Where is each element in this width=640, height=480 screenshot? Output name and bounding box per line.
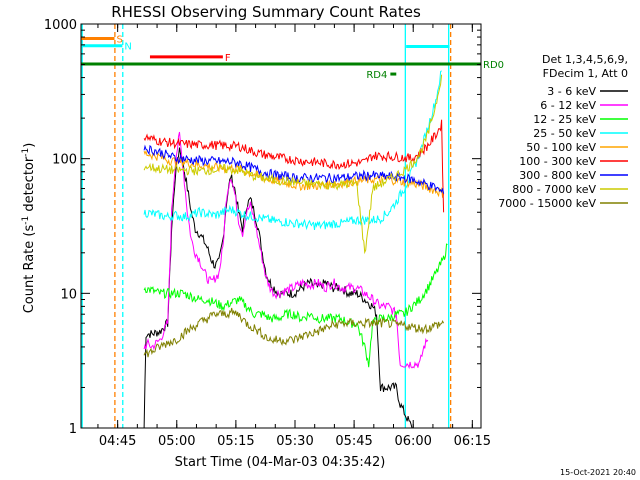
series-50-100-kev bbox=[143, 149, 445, 198]
x-tick-label-06-15: 06:15 bbox=[454, 434, 491, 449]
y-axis-label-mid: detector bbox=[22, 156, 37, 216]
y-tick-label-1: 1 bbox=[69, 422, 77, 437]
x-tick-label-05-15: 05:15 bbox=[217, 434, 254, 449]
y-axis-label: Count Rate (s-1 detector-1) bbox=[21, 143, 37, 314]
plot-frame bbox=[80, 23, 482, 429]
legend-label-3-6-kev: 3 - 6 keV bbox=[547, 85, 596, 98]
legend-label-800-7000-kev: 800 - 7000 keV bbox=[512, 183, 596, 196]
series-3-6-kev bbox=[143, 147, 413, 428]
legend-label-25-50-kev: 25 - 50 keV bbox=[533, 127, 596, 140]
x-tick-label-05-45: 05:45 bbox=[335, 434, 372, 449]
x-axis-label: Start Time (04-Mar-03 04:35:42) bbox=[175, 455, 386, 470]
series-12-25-kev bbox=[143, 243, 448, 368]
legend-label-7000-15000-kev: 7000 - 15000 keV bbox=[498, 197, 596, 210]
y-axis-label-main: Count Rate (s bbox=[22, 225, 37, 314]
series-7000-15000-kev bbox=[143, 307, 445, 358]
axes: SN F RD0 RD4 1 10 100 1000 04:45 05:00 05:15 05:30 0… bbox=[44, 18, 504, 449]
x-tick-label-04-45: 04:45 bbox=[99, 434, 136, 449]
state-label-rd4: RD4 bbox=[366, 70, 387, 81]
state-label-f: F bbox=[225, 53, 231, 64]
y-tick-label-10: 10 bbox=[60, 287, 77, 302]
state-label-s: S bbox=[116, 35, 122, 46]
x-tick-label-05-30: 05:30 bbox=[276, 434, 313, 449]
state-label-n: N bbox=[124, 42, 131, 53]
legend-label-100-300-kev: 100 - 300 keV bbox=[519, 155, 596, 168]
legend-header-line2: FDecim 1, Att 0 bbox=[543, 67, 628, 80]
state-label-rd0: RD0 bbox=[483, 60, 504, 71]
y-tick-label-100: 100 bbox=[52, 153, 77, 168]
legend-label-6-12-kev: 6 - 12 keV bbox=[540, 99, 596, 112]
series-100-300-kev bbox=[143, 119, 445, 213]
legend-header-line1: Det 1,3,4,5,6,9, bbox=[542, 53, 628, 66]
series-6-12-kev bbox=[143, 131, 429, 370]
plot-area bbox=[81, 24, 481, 428]
legend: Det 1,3,4,5,6,9, FDecim 1, Att 0 3 - 6 k… bbox=[498, 53, 628, 210]
legend-label-12-25-kev: 12 - 25 keV bbox=[533, 113, 596, 126]
series-800-7000-kev bbox=[143, 74, 443, 255]
y-axis-label-sup2: -1 bbox=[21, 148, 31, 157]
legend-label-300-800-kev: 300 - 800 keV bbox=[519, 169, 596, 182]
series-25-50-kev bbox=[143, 70, 442, 231]
timestamp: 15-Oct-2021 20:40 bbox=[560, 468, 636, 477]
y-tick-label-1000: 1000 bbox=[44, 18, 77, 33]
y-axis-label-sup1: -1 bbox=[21, 216, 31, 225]
legend-label-50-100-kev: 50 - 100 keV bbox=[526, 141, 596, 154]
x-tick-label-05-00: 05:00 bbox=[158, 434, 195, 449]
x-tick-label-06-00: 06:00 bbox=[394, 434, 431, 449]
y-axis-label-end: ) bbox=[22, 143, 37, 148]
chart-title: RHESSI Observing Summary Count Rates bbox=[111, 3, 421, 21]
